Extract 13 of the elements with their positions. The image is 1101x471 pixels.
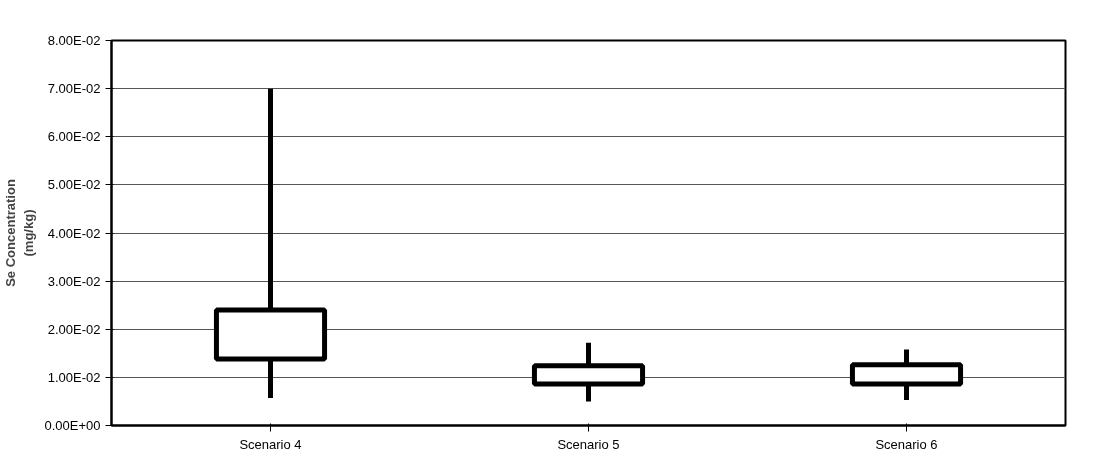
x-tick-label: Scenario 5 [557, 436, 620, 452]
y-tick-label: 3.00E-02 [47, 273, 101, 289]
y-tick-label: 4.00E-02 [47, 225, 101, 241]
y-tick-label: 6.00E-02 [47, 129, 101, 145]
y-tick-label: 7.00E-02 [47, 81, 101, 97]
y-tick-label: 1.00E-02 [47, 369, 101, 385]
y-tick-label: 8.00E-02 [47, 33, 101, 48]
y-tick-label: 5.00E-02 [47, 177, 101, 193]
y-tick-label: 0.00E+00 [44, 418, 101, 433]
x-tick-label: Scenario 4 [239, 436, 302, 452]
y-tick-label: 2.00E-02 [47, 321, 101, 337]
y-axis-title: Se Concentration (mg/kg) [3, 179, 37, 287]
x-tick-label: Scenario 6 [875, 436, 938, 452]
